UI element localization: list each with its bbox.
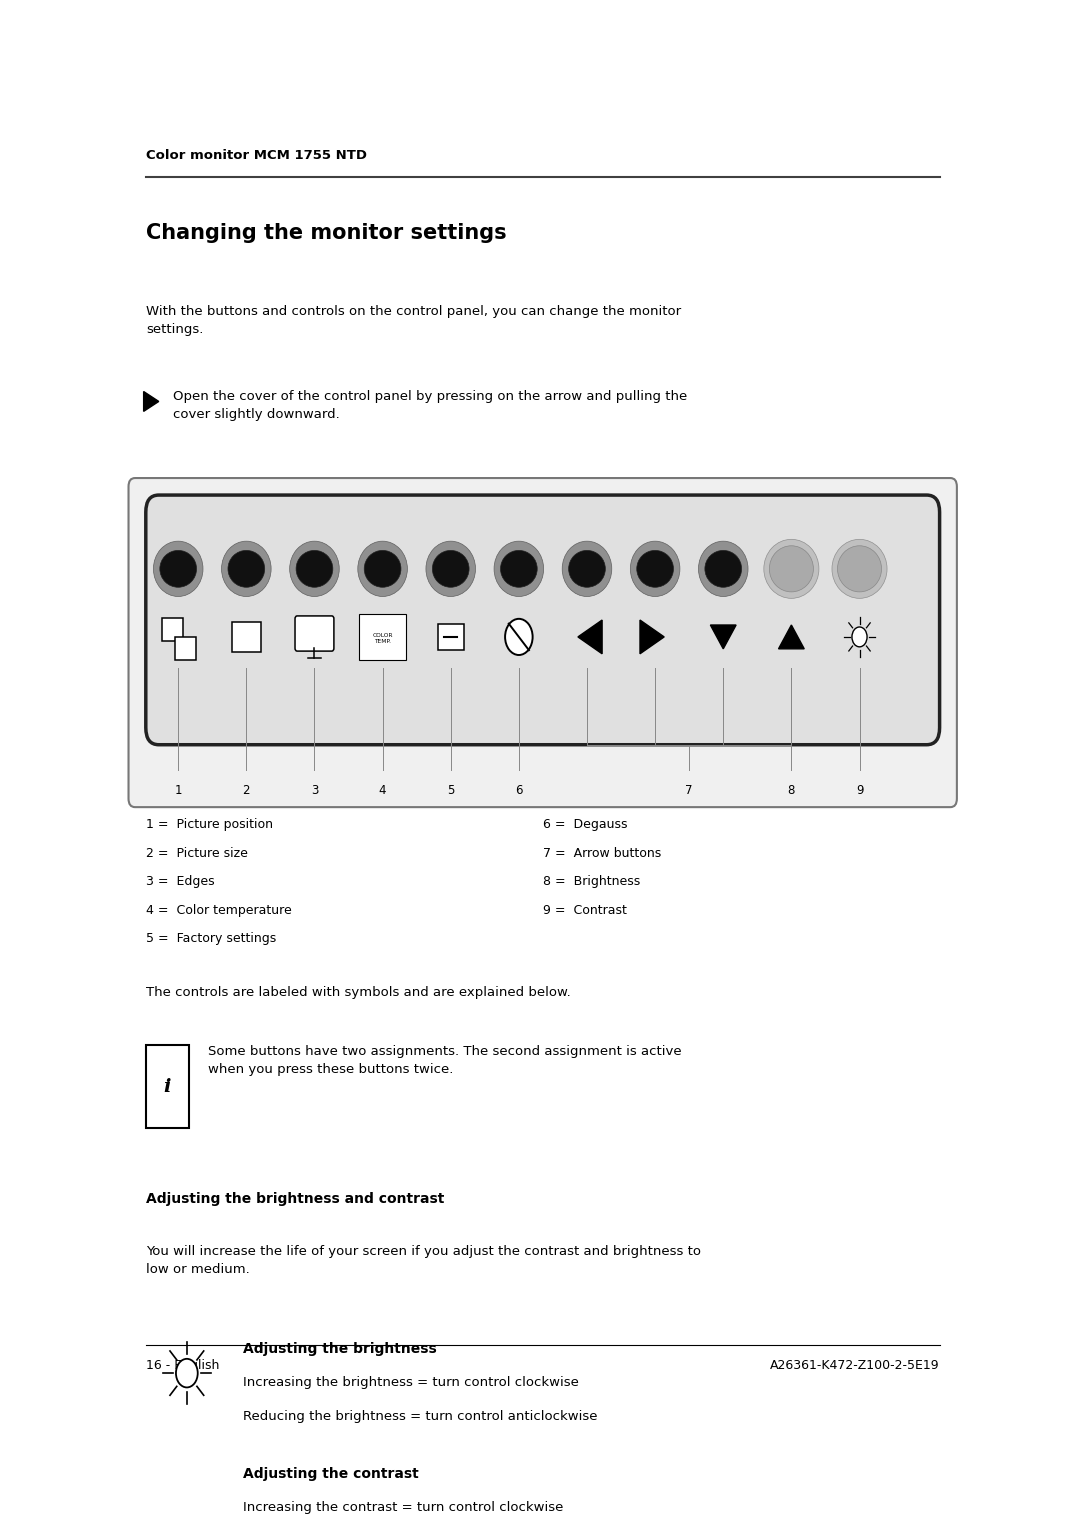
Text: 4 =  Color temperature: 4 = Color temperature [146,903,292,917]
Ellipse shape [569,550,606,587]
Circle shape [176,1358,198,1387]
FancyBboxPatch shape [175,637,195,660]
Ellipse shape [289,541,339,596]
Text: The controls are labeled with symbols and are explained below.: The controls are labeled with symbols an… [146,986,570,999]
Text: 9 =  Contrast: 9 = Contrast [542,903,626,917]
Ellipse shape [705,550,742,587]
Text: Increasing the contrast = turn control clockwise: Increasing the contrast = turn control c… [243,1500,564,1514]
FancyBboxPatch shape [359,614,406,660]
Text: 5: 5 [447,784,455,798]
Ellipse shape [153,541,203,596]
Ellipse shape [357,541,407,596]
Polygon shape [578,620,603,654]
Text: 2 =  Picture size: 2 = Picture size [146,847,247,860]
FancyBboxPatch shape [146,1045,189,1128]
Text: 7 =  Arrow buttons: 7 = Arrow buttons [542,847,661,860]
Text: 6 =  Degauss: 6 = Degauss [542,819,627,831]
Wedge shape [164,1468,187,1528]
Ellipse shape [500,550,537,587]
Text: Adjusting the brightness and contrast: Adjusting the brightness and contrast [146,1192,444,1206]
Polygon shape [144,391,159,411]
Ellipse shape [228,550,265,587]
Text: COLOR
TEMP.: COLOR TEMP. [373,633,393,643]
Text: A26361-K472-Z100-2-5E19: A26361-K472-Z100-2-5E19 [770,1358,940,1372]
FancyBboxPatch shape [162,617,183,642]
Text: Adjusting the contrast: Adjusting the contrast [243,1467,419,1481]
Text: i: i [164,1077,171,1096]
Text: You will increase the life of your screen if you adjust the contrast and brightn: You will increase the life of your scree… [146,1245,701,1276]
Text: Color monitor MCM 1755 NTD: Color monitor MCM 1755 NTD [146,148,367,162]
Text: 8 =  Brightness: 8 = Brightness [542,876,640,888]
FancyBboxPatch shape [232,622,261,652]
FancyBboxPatch shape [129,478,957,807]
Ellipse shape [764,539,819,599]
Ellipse shape [160,550,197,587]
Text: Changing the monitor settings: Changing the monitor settings [146,223,507,243]
Text: With the buttons and controls on the control panel, you can change the monitor
s: With the buttons and controls on the con… [146,306,680,336]
FancyBboxPatch shape [437,623,463,649]
Polygon shape [711,625,737,649]
Text: 3: 3 [311,784,319,798]
Ellipse shape [832,539,887,599]
Ellipse shape [837,545,881,591]
Ellipse shape [494,541,543,596]
Text: 5 =  Factory settings: 5 = Factory settings [146,932,276,944]
Polygon shape [640,620,664,654]
Text: Open the cover of the control panel by pressing on the arrow and pulling the
cov: Open the cover of the control panel by p… [173,390,687,422]
Circle shape [852,626,867,646]
Ellipse shape [432,550,469,587]
Circle shape [505,619,532,656]
Circle shape [164,1468,210,1528]
Ellipse shape [296,550,333,587]
Text: Increasing the brightness = turn control clockwise: Increasing the brightness = turn control… [243,1377,579,1389]
Ellipse shape [699,541,748,596]
Text: Adjusting the brightness: Adjusting the brightness [243,1342,436,1355]
Ellipse shape [631,541,680,596]
Text: 4: 4 [379,784,387,798]
Text: 1 =  Picture position: 1 = Picture position [146,819,273,831]
Ellipse shape [563,541,611,596]
Text: 9: 9 [855,784,863,798]
Text: 2: 2 [243,784,251,798]
Polygon shape [779,625,805,649]
Text: 16 - English: 16 - English [146,1358,219,1372]
Ellipse shape [221,541,271,596]
Text: 1: 1 [175,784,181,798]
FancyBboxPatch shape [295,616,334,651]
Ellipse shape [769,545,813,591]
Ellipse shape [364,550,401,587]
Text: 8: 8 [787,784,795,798]
Text: Reducing the brightness = turn control anticlockwise: Reducing the brightness = turn control a… [243,1410,597,1423]
Text: 7: 7 [686,784,693,798]
Ellipse shape [637,550,674,587]
Ellipse shape [426,541,475,596]
Text: 3 =  Edges: 3 = Edges [146,876,215,888]
FancyBboxPatch shape [146,495,940,744]
Text: Some buttons have two assignments. The second assignment is active
when you pres: Some buttons have two assignments. The s… [208,1045,683,1076]
Text: 6: 6 [515,784,523,798]
